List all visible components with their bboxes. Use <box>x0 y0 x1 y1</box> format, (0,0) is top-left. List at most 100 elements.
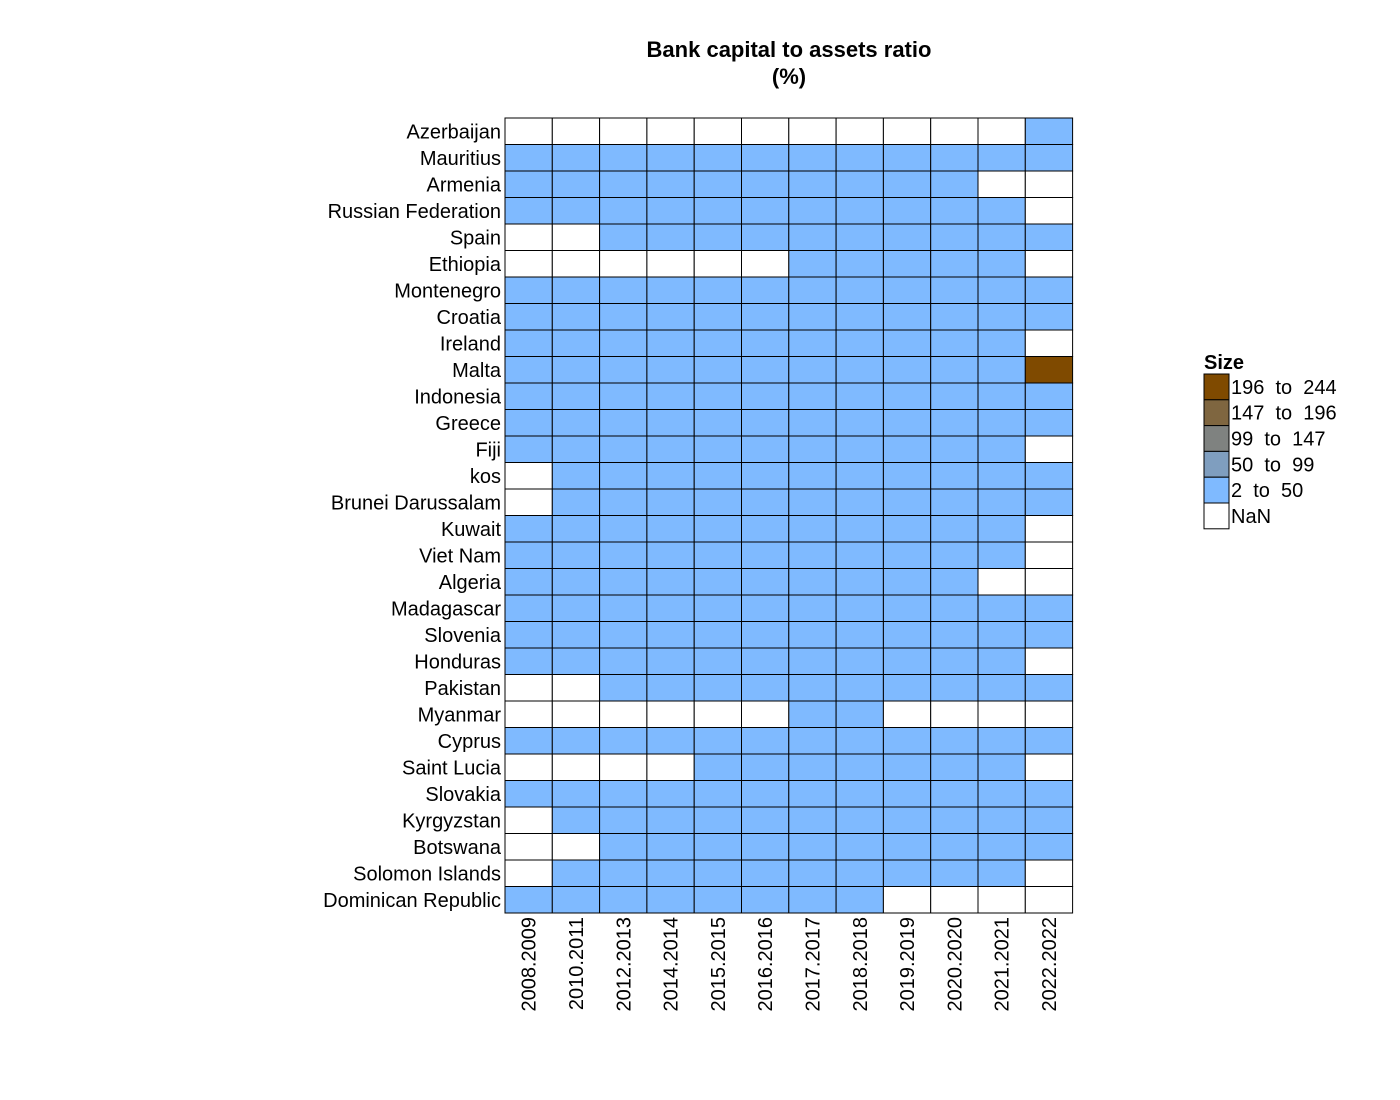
cell-dominican-republic-2017-2017 <box>788 886 837 914</box>
cell-viet-nam-2019-2019 <box>882 541 932 569</box>
cell-croatia-2017-2017 <box>788 303 837 331</box>
cell-croatia-2015-2015 <box>693 303 743 331</box>
cell-cyprus-2015-2015 <box>693 727 743 755</box>
cell-honduras-2021-2021 <box>977 647 1026 675</box>
cell-honduras-2008-2009 <box>504 647 553 675</box>
cell-viet-nam-2016-2016 <box>741 541 790 569</box>
cell-myanmar-2022-2022 <box>1024 700 1074 728</box>
cell-croatia-2018-2018 <box>835 303 884 331</box>
cell-ethiopia-2019-2019 <box>882 250 932 278</box>
cell-croatia-2008-2009 <box>504 303 553 331</box>
cell-viet-nam-2020-2020 <box>930 541 979 569</box>
cell-indonesia-2017-2017 <box>788 382 837 410</box>
cell-dominican-republic-2015-2015 <box>693 886 743 914</box>
cell-kos-2016-2016 <box>741 462 790 490</box>
cell-montenegro-2020-2020 <box>930 276 979 304</box>
cell-indonesia-2014-2014 <box>646 382 695 410</box>
cell-viet-nam-2022-2022 <box>1024 541 1074 569</box>
cell-madagascar-2019-2019 <box>882 594 932 622</box>
cell-armenia-2010-2011 <box>551 170 601 198</box>
cell-algeria-2016-2016 <box>741 568 790 596</box>
cell-greece-2020-2020 <box>930 409 979 437</box>
column-labels: 2008.2009 2010.2011 2012.2013 2014.2014 2015… <box>519 917 1061 1012</box>
cell-indonesia-2008-2009 <box>504 382 553 410</box>
cell-azerbaijan-2016-2016 <box>741 117 790 145</box>
row-label-cyprus: Cyprus <box>438 731 501 753</box>
cell-dominican-republic-2021-2021 <box>977 886 1026 914</box>
cell-slovenia-2020-2020 <box>930 621 979 649</box>
cell-ethiopia-2022-2022 <box>1024 250 1074 278</box>
cell-solomon-islands-2010-2011 <box>551 859 601 887</box>
row-label-madagascar: Madagascar <box>391 598 501 620</box>
cell-fiji-2016-2016 <box>741 435 790 463</box>
cell-myanmar-2016-2016 <box>741 700 790 728</box>
cell-kuwait-2008-2009 <box>504 515 553 543</box>
cell-spain-2021-2021 <box>977 223 1026 251</box>
legend-label-4: 2 to 50 <box>1231 480 1303 502</box>
column-label-2018-2018: 2018.2018 <box>850 917 872 1012</box>
cell-cyprus-2022-2022 <box>1024 727 1074 755</box>
cell-malta-2016-2016 <box>741 356 790 384</box>
cell-russian-federation-2021-2021 <box>977 197 1026 225</box>
cell-indonesia-2016-2016 <box>741 382 790 410</box>
cell-saint-lucia-2022-2022 <box>1024 753 1074 781</box>
legend-title: Size <box>1204 352 1244 374</box>
row-label-slovakia: Slovakia <box>425 784 501 806</box>
cell-saint-lucia-2018-2018 <box>835 753 884 781</box>
cell-armenia-2014-2014 <box>646 170 695 198</box>
cell-cyprus-2020-2020 <box>930 727 979 755</box>
cell-ethiopia-2014-2014 <box>646 250 695 278</box>
cell-honduras-2022-2022 <box>1024 647 1074 675</box>
cell-slovakia-2008-2009 <box>504 780 553 808</box>
cell-saint-lucia-2015-2015 <box>693 753 743 781</box>
cell-slovakia-2017-2017 <box>788 780 837 808</box>
cell-botswana-2010-2011 <box>551 833 601 861</box>
cell-mauritius-2017-2017 <box>788 144 837 172</box>
cell-azerbaijan-2020-2020 <box>930 117 979 145</box>
cell-greece-2019-2019 <box>882 409 932 437</box>
row-label-viet-nam: Viet Nam <box>419 545 501 567</box>
column-label-2015-2015: 2015.2015 <box>708 917 730 1012</box>
cell-madagascar-2018-2018 <box>835 594 884 622</box>
cell-mauritius-2014-2014 <box>646 144 695 172</box>
cell-pakistan-2018-2018 <box>835 674 884 702</box>
row-label-honduras: Honduras <box>414 651 501 673</box>
legend-label-2: 99 to 147 <box>1231 429 1326 451</box>
cell-saint-lucia-2008-2009 <box>504 753 553 781</box>
cell-cyprus-2012-2013 <box>599 727 648 755</box>
row-label-russian-federation: Russian Federation <box>328 201 501 223</box>
cell-russian-federation-2016-2016 <box>741 197 790 225</box>
cell-kos-2008-2009 <box>504 462 553 490</box>
cell-ireland-2021-2021 <box>977 329 1026 357</box>
cell-saint-lucia-2012-2013 <box>599 753 648 781</box>
cell-pakistan-2021-2021 <box>977 674 1026 702</box>
cell-kyrgyzstan-2018-2018 <box>835 806 884 834</box>
cell-myanmar-2010-2011 <box>551 700 601 728</box>
cell-mauritius-2015-2015 <box>693 144 743 172</box>
row-label-brunei-darussalam: Brunei Darussalam <box>331 492 501 514</box>
cell-kos-2021-2021 <box>977 462 1026 490</box>
cell-croatia-2016-2016 <box>741 303 790 331</box>
cell-botswana-2012-2013 <box>599 833 648 861</box>
cell-saint-lucia-2021-2021 <box>977 753 1026 781</box>
cell-kyrgyzstan-2022-2022 <box>1024 806 1074 834</box>
cell-brunei-darussalam-2020-2020 <box>930 488 979 516</box>
cell-ireland-2012-2013 <box>599 329 648 357</box>
cell-pakistan-2019-2019 <box>882 674 932 702</box>
cell-croatia-2020-2020 <box>930 303 979 331</box>
cell-kyrgyzstan-2012-2013 <box>599 806 648 834</box>
cell-mauritius-2018-2018 <box>835 144 884 172</box>
cell-solomon-islands-2008-2009 <box>504 859 553 887</box>
cell-montenegro-2015-2015 <box>693 276 743 304</box>
cell-slovakia-2016-2016 <box>741 780 790 808</box>
cell-madagascar-2014-2014 <box>646 594 695 622</box>
cell-spain-2015-2015 <box>693 223 743 251</box>
cell-ethiopia-2012-2013 <box>599 250 648 278</box>
cell-slovenia-2017-2017 <box>788 621 837 649</box>
cell-algeria-2019-2019 <box>882 568 932 596</box>
cell-slovakia-2012-2013 <box>599 780 648 808</box>
cell-viet-nam-2008-2009 <box>504 541 553 569</box>
cell-spain-2020-2020 <box>930 223 979 251</box>
cell-malta-2014-2014 <box>646 356 695 384</box>
row-label-dominican-republic: Dominican Republic <box>323 890 501 912</box>
